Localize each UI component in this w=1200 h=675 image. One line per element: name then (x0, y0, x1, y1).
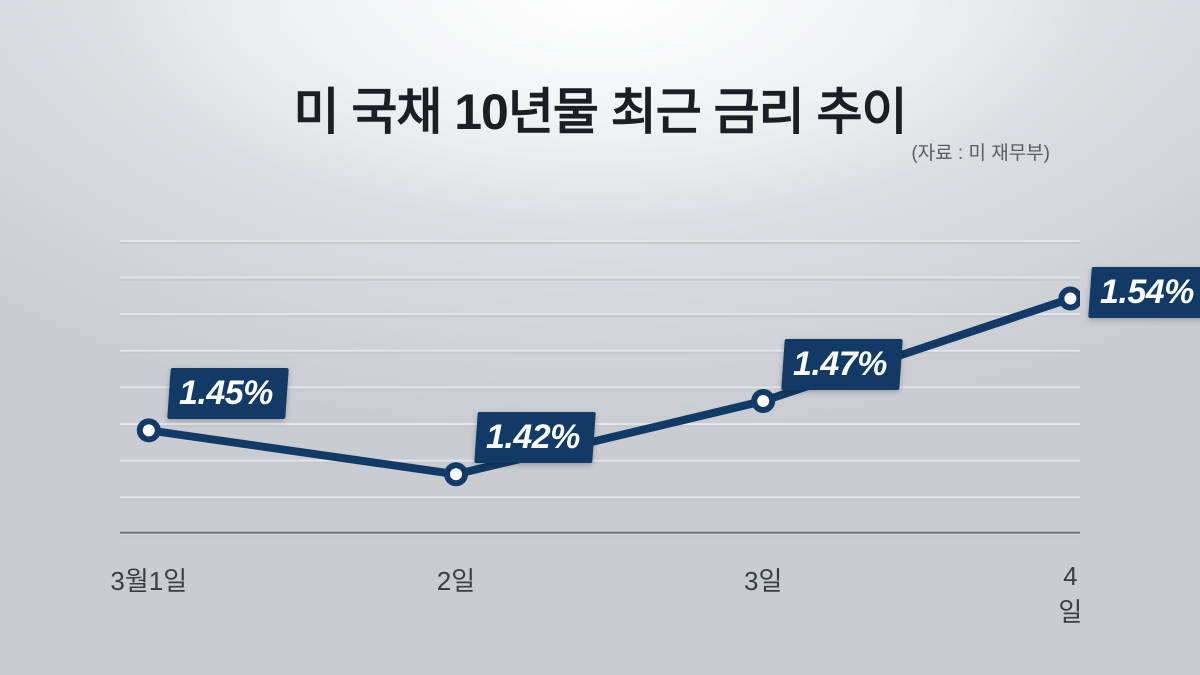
gridline-shadow (120, 352, 1080, 354)
value-label-text: 1.47% (793, 345, 887, 384)
x-axis-label: 4일 (1058, 561, 1082, 629)
value-label: 1.47% (781, 339, 902, 390)
value-label: 1.45% (167, 368, 288, 419)
gridline (120, 350, 1080, 352)
chart-title: 미 국채 10년물 최근 금리 추이 (0, 72, 1200, 144)
gridline-shadow (120, 462, 1080, 464)
gridline-shadow (120, 425, 1080, 427)
line-chart: 1.45%1.42%1.47%1.54%3월1일2일3일4일 (120, 220, 1080, 560)
chart-subtitle: (자료 : 미 재무부) (911, 138, 1050, 165)
data-marker (1061, 290, 1079, 308)
data-marker (754, 392, 772, 410)
gridline (120, 460, 1080, 462)
x-axis-label: 3월1일 (110, 561, 187, 598)
value-label-text: 1.54% (1100, 273, 1194, 312)
value-label: 1.54% (1089, 267, 1200, 318)
gridline-shadow (120, 498, 1080, 500)
data-marker (140, 421, 158, 439)
data-marker (447, 465, 465, 483)
gridline (120, 423, 1080, 425)
gridline-shadow (120, 535, 1080, 537)
value-label-text: 1.42% (486, 418, 580, 457)
x-axis-label: 2일 (437, 561, 475, 598)
value-label: 1.42% (474, 412, 595, 463)
x-axis-label: 3일 (744, 561, 782, 598)
gridline-shadow (120, 242, 1080, 244)
gridline (120, 277, 1080, 279)
gridline-shadow (120, 315, 1080, 317)
title-container: 미 국채 10년물 최근 금리 추이 (0, 72, 1200, 144)
chart-svg (120, 220, 1080, 620)
value-label-text: 1.45% (179, 374, 273, 413)
gridline (120, 496, 1080, 498)
gridline-shadow (120, 279, 1080, 281)
gridline (120, 313, 1080, 315)
gridline (120, 240, 1080, 242)
